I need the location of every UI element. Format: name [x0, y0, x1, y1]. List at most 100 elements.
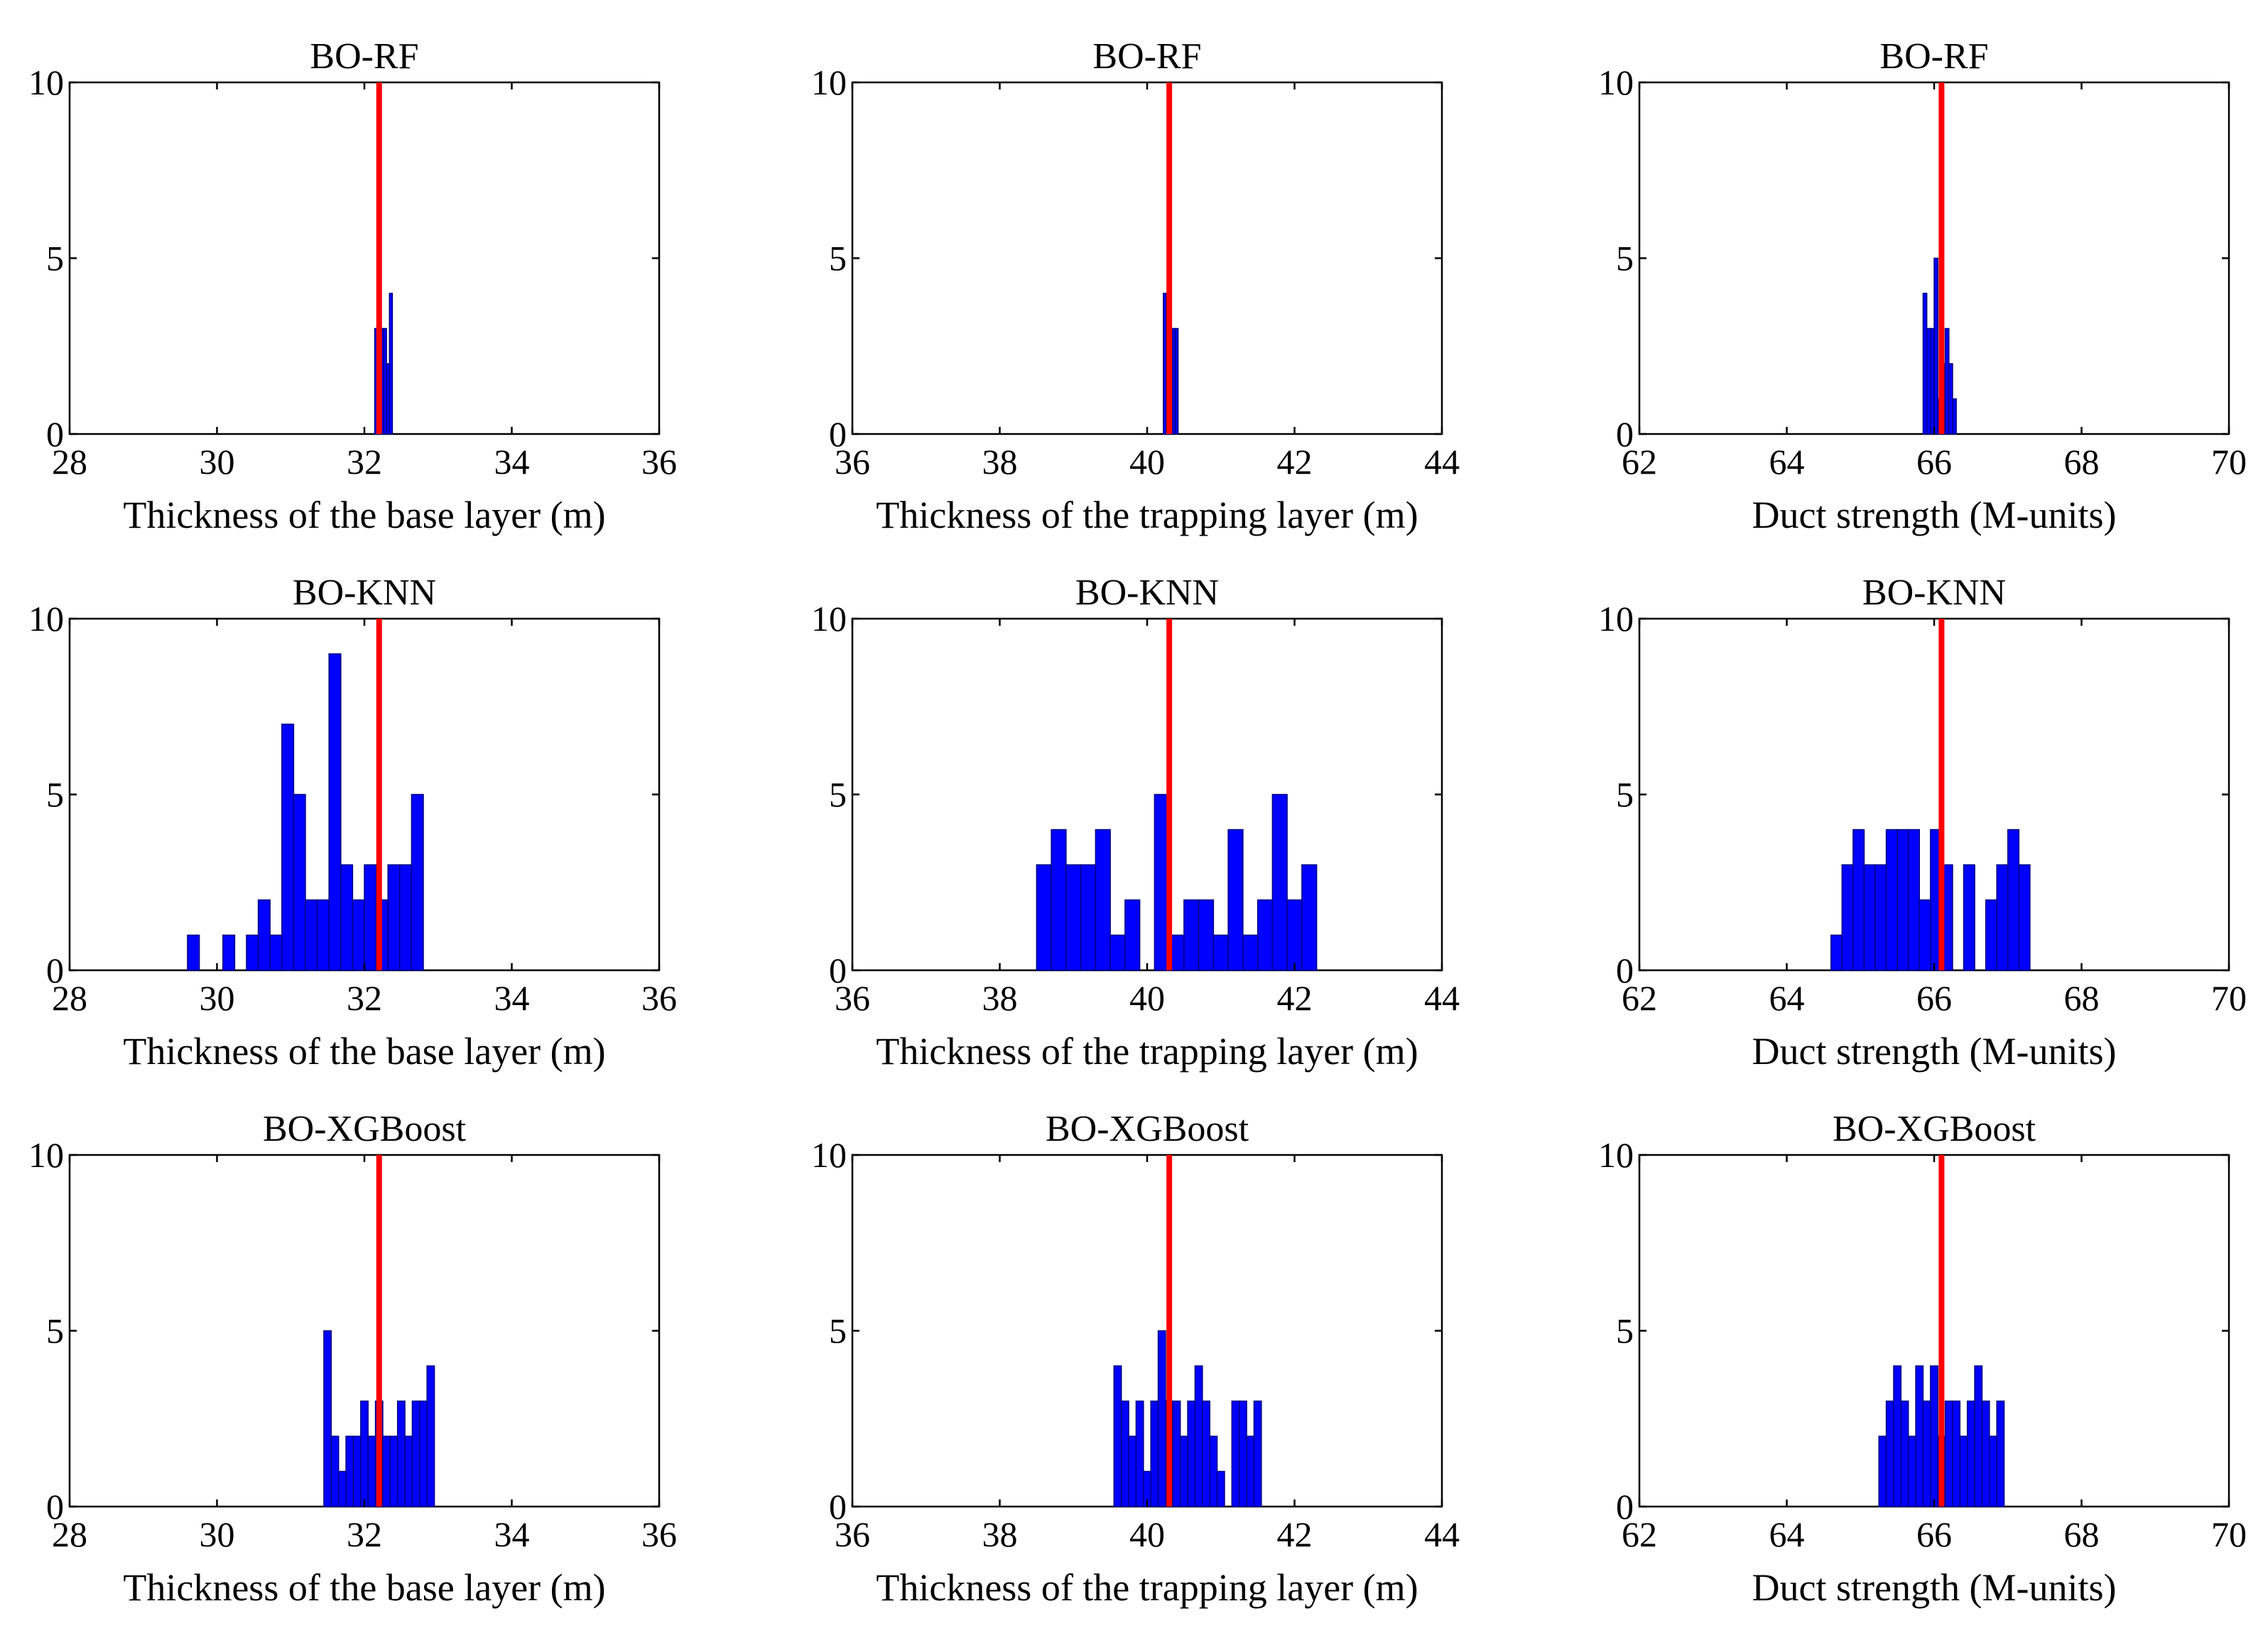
chart-panel-4: 28 30 32 34 36 0 5 10 BO-KNN Thickness of the bas…: [28, 573, 677, 1073]
x-tick-label: 64: [1769, 1514, 1805, 1554]
histogram-bar: [1242, 934, 1259, 971]
histogram-bar: [1893, 1365, 1902, 1507]
histogram-bar: [1135, 1400, 1144, 1507]
x-axis-label: Thickness of the base layer (m): [123, 1566, 605, 1609]
x-tick-label: 36: [641, 978, 677, 1018]
x-tick-label: 36: [641, 1514, 677, 1554]
x-tick-label: 44: [1424, 1514, 1460, 1554]
histogram-bar: [411, 1400, 420, 1507]
histogram-bar: [1286, 899, 1303, 971]
x-tick-label: 68: [2064, 442, 2100, 482]
histogram-bar: [1981, 1400, 1990, 1507]
histogram-bar: [1900, 1400, 1909, 1507]
x-tick-label: 32: [347, 1514, 382, 1554]
chart-panel-8: 36 38 40 42 44 0 5 10 BO-XGBoost Thickness of the…: [811, 1109, 1460, 1609]
histogram-bar: [1246, 1436, 1255, 1507]
histogram-bar: [1930, 327, 1935, 435]
histogram-bar: [1163, 293, 1167, 435]
y-tick-label: 10: [28, 1135, 64, 1175]
histogram-bar: [337, 1470, 347, 1507]
y-tick-label: 5: [1616, 1311, 1634, 1351]
x-tick-label: 44: [1424, 442, 1460, 482]
histogram-bar: [1952, 1400, 1961, 1507]
x-tick-label: 44: [1424, 978, 1460, 1018]
histogram-bar: [1202, 1400, 1210, 1507]
histogram-bar: [1926, 327, 1931, 435]
histogram-bar: [396, 1400, 406, 1507]
histogram-bar: [1966, 1400, 1975, 1507]
histogram-bar: [1157, 1330, 1166, 1507]
histogram-bar: [1227, 829, 1244, 971]
plot-area: [851, 617, 1443, 972]
x-axis-label: Duct strength (M-units): [1752, 1566, 2117, 1609]
histogram-bar: [1874, 864, 1887, 971]
chart-title: BO-RF: [1879, 36, 1988, 77]
y-tick-label: 10: [28, 63, 64, 102]
x-tick-label: 64: [1769, 978, 1805, 1018]
histogram-bar: [1922, 1400, 1931, 1507]
histogram-bar: [345, 1436, 354, 1507]
histogram-bar: [1907, 1436, 1916, 1507]
histogram-bar: [1065, 864, 1082, 971]
x-axis-label: Thickness of the trapping layer (m): [876, 494, 1418, 536]
histogram-bar: [1885, 1400, 1894, 1507]
histogram-bar: [2018, 864, 2031, 971]
x-tick-label: 30: [200, 442, 235, 482]
x-tick-label: 36: [835, 1514, 870, 1554]
histogram-bar: [1959, 1436, 1968, 1507]
x-tick-label: 66: [1916, 442, 1952, 482]
chart-panel-1: 28 30 32 34 36 0 5 10 BO-RF Thickness of the base…: [28, 36, 677, 536]
histogram-bar: [1933, 257, 1938, 435]
histogram-bar: [1301, 864, 1318, 971]
x-tick-label: 66: [1916, 978, 1952, 1018]
y-tick-label: 10: [1598, 599, 1634, 639]
histogram-bar: [257, 899, 271, 971]
x-tick-label: 28: [52, 442, 87, 482]
x-axis-label: Thickness of the base layer (m): [123, 494, 605, 536]
x-tick-label: 36: [835, 978, 870, 1018]
histogram-bar: [187, 934, 200, 971]
y-tick-label: 5: [829, 239, 847, 278]
histogram-bar: [1944, 1400, 1953, 1507]
histogram-bar: [1080, 864, 1097, 971]
histogram-bar: [1919, 899, 1931, 971]
y-tick-label: 0: [1616, 950, 1634, 990]
x-tick-label: 28: [52, 978, 87, 1018]
histogram-bar: [1209, 1436, 1218, 1507]
histogram-bar: [1930, 1365, 1938, 1507]
x-tick-label: 42: [1277, 1514, 1313, 1554]
y-tick-label: 10: [811, 1135, 847, 1175]
y-tick-label: 10: [28, 599, 64, 639]
histogram-bar: [387, 864, 401, 971]
histogram-bar: [293, 793, 306, 971]
chart-title: BO-RF: [310, 36, 418, 77]
histogram-bar: [328, 653, 342, 971]
chart-title: BO-RF: [1092, 36, 1201, 77]
histogram-bar: [352, 1436, 362, 1507]
histogram-bar: [305, 899, 318, 971]
histogram-bar: [1194, 1365, 1203, 1507]
histogram-bar: [1974, 1365, 1983, 1507]
histogram-bar: [246, 934, 259, 971]
y-tick-label: 5: [829, 775, 847, 815]
y-tick-label: 5: [1616, 239, 1634, 278]
chart-panel-2: 36 38 40 42 44 0 5 10 BO-RF Thickness of the trap…: [811, 36, 1460, 536]
x-tick-label: 36: [641, 442, 677, 482]
histogram-bar: [1257, 899, 1274, 971]
x-tick-label: 40: [1129, 978, 1165, 1018]
x-tick-label: 64: [1769, 442, 1805, 482]
histogram-bar: [1216, 1470, 1225, 1507]
x-tick-label: 28: [52, 1514, 87, 1554]
histogram-bar: [1841, 864, 1854, 971]
histogram-bar: [1952, 398, 1957, 435]
x-axis-label: Thickness of the base layer (m): [123, 1030, 605, 1073]
histogram-bar: [367, 1436, 376, 1507]
x-tick-label: 30: [200, 1514, 235, 1554]
histogram-bar: [1897, 829, 1909, 971]
histogram-bar: [1095, 829, 1111, 971]
chart-title: BO-KNN: [1862, 573, 2006, 613]
chart-title: BO-XGBoost: [263, 1109, 467, 1149]
x-tick-label: 36: [835, 442, 870, 482]
histogram-bar: [269, 934, 283, 971]
